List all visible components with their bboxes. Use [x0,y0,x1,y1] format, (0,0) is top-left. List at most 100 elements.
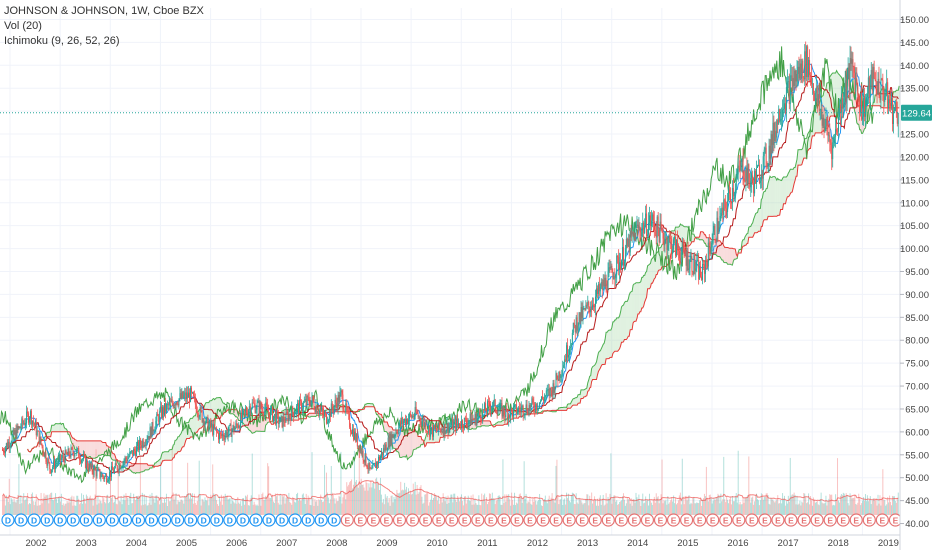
candle-body [49,462,50,469]
candle-body [154,430,155,431]
candle-body [191,388,192,393]
candle-body [757,165,758,168]
candle-body [75,453,76,454]
candle-body [285,412,286,422]
volume-bar [624,500,625,515]
candle-body [216,428,217,431]
candle-body [810,75,811,77]
candle-body [579,312,580,325]
candle-body [325,414,326,415]
volume-bar [730,497,731,515]
volume-bar [802,503,803,515]
volume-bar [707,498,708,515]
candle-body [591,309,592,310]
volume-bar [890,502,891,515]
candle-body [34,423,35,425]
volume-bar [820,499,821,515]
candle-body [321,408,322,410]
candle-body [105,476,106,477]
candle-body [88,468,89,471]
candle-body [671,239,672,254]
volume-bar [427,493,428,515]
volume-bar [414,490,415,515]
volume-bar [81,493,82,515]
volume-bar [3,493,4,515]
volume-bar [531,505,532,515]
symbol-title[interactable]: JOHNSON & JOHNSON, 1W, Cboe BZX [4,4,204,19]
candle-body [70,448,71,457]
candle-body [341,391,342,395]
earnings-marker-letter: E [423,515,429,525]
candle-body [369,462,370,468]
volume-bar [114,502,115,515]
volume-bar [380,478,381,515]
volume-bar [90,496,91,515]
candle-body [416,407,417,412]
volume-bar [16,503,17,515]
candle-body [549,389,550,396]
candle-body [120,465,121,469]
volume-bar [96,449,97,515]
candle-body [51,469,52,473]
candle-body [742,158,743,162]
candle-body [555,386,556,392]
volume-bar [423,503,424,515]
candle-body [26,412,27,423]
volume-bar [507,496,508,515]
cloud-segment [692,234,693,242]
volume-bar [206,501,207,515]
candle-body [14,430,15,435]
candle-body [307,396,308,405]
volume-bar [734,501,735,515]
candle-body [870,78,871,97]
volume-bar [136,496,137,515]
candle-body [200,407,201,417]
volume-bar [755,495,756,515]
volume-bar [77,496,78,515]
volume-bar [430,500,431,515]
candle-body [403,421,404,423]
volume-bar [492,493,493,515]
candle-body [843,104,844,109]
candle-body [462,420,463,427]
volume-bar [257,505,258,515]
volume-bar [765,497,766,515]
candle-body [249,406,250,410]
candle-body [461,420,462,427]
volume-bar [568,494,569,515]
candle-body [771,134,772,145]
candle-body [283,417,284,427]
volume-bar [549,496,550,515]
volume-bar [825,496,826,515]
candle-body [350,427,351,431]
volume-bar [443,493,444,515]
volume-bar [191,499,192,515]
volume-bar [466,504,467,515]
candle-body [35,422,36,425]
volume-bar [727,500,728,515]
cloud-segment [775,177,776,217]
candle-body [97,470,98,477]
candle-body [223,435,224,438]
cloud-segment [141,464,142,472]
volume-bar [252,454,253,515]
volume-bar [581,500,582,515]
cloud-segment [609,330,610,359]
candle-body [398,426,399,433]
y-axis[interactable]: 40.0045.0050.0055.0060.0065.0070.0075.00… [900,0,932,550]
candle-body [204,424,205,427]
ichimoku-indicator-label[interactable]: Ichimoku (9, 26, 52, 26) [4,34,204,49]
volume-bar [343,494,344,515]
volume-bar [627,498,628,515]
volume-bar [265,496,266,515]
volume-bar [487,504,488,515]
volume-bar [606,493,607,515]
volume-bar [338,501,339,515]
candle-body [755,171,756,184]
volume-indicator-label[interactable]: Vol (20) [4,19,204,34]
earnings-marker-letter: E [814,515,820,525]
candle-body [736,179,737,190]
